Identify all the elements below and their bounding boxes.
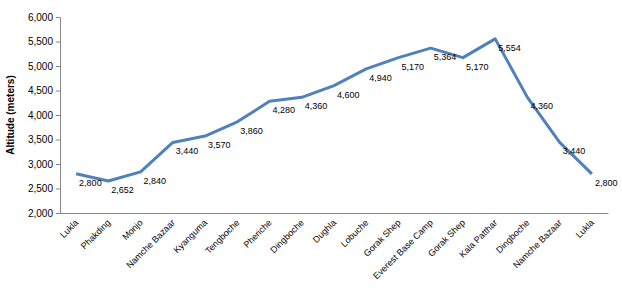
marks [76,39,592,181]
data-label: 3,860 [240,126,263,136]
data-label: 2,840 [144,176,167,186]
data-label: 4,600 [337,90,360,100]
x-tick-label: Dingboche [268,218,305,255]
y-tick-label: 4,000 [28,110,53,121]
x-tick-label: Monjo [120,218,144,242]
y-tick: 2,000 [28,208,60,219]
x-tick-label: Tengboche [203,218,241,256]
data-label: 4,360 [530,101,553,111]
x-tick: Phakding [79,218,113,252]
y-tick-label: 2,500 [28,183,53,194]
data-label: 5,170 [401,62,424,72]
x-tick: Namche Bazaar [511,218,564,271]
y-tick-label: 4,500 [28,85,53,96]
data-label: 2,800 [595,178,618,188]
data-label: 5,170 [466,62,489,72]
x-tick-label: Phakding [79,218,113,252]
y-tick-label: 2,000 [28,208,53,219]
x-tick-label: Everest Base Camp [371,218,435,282]
x-tick: Pheriche [241,218,273,250]
x-tick-label: Lobuche [339,218,370,249]
y-tick: 6,000 [28,12,60,23]
data-label: 2,800 [79,178,102,188]
x-tick: Everest Base Camp [371,218,435,282]
y-tick-label: 3,500 [28,134,53,145]
y-tick-label: 6,000 [28,12,53,23]
x-tick: Lukla [58,218,80,240]
x-axis-line [61,213,609,214]
line [76,39,592,181]
y-tick-mark [56,164,60,165]
y-tick: 4,000 [28,110,60,121]
y-tick-mark [56,189,60,190]
y-tick-label: 5,500 [28,36,53,47]
data-label: 4,360 [305,101,328,111]
y-tick-mark [56,17,60,18]
x-axis: LuklaPhakdingMonjoNamche BazaarKyangumaT… [58,214,609,282]
data-label: 4,280 [273,105,296,115]
y-tick-mark [56,140,60,141]
x-tick: Lukla [574,218,596,240]
x-tick-label: Dughla [311,218,338,245]
x-tick: Monjo [120,218,144,242]
data-label: 5,554 [498,43,521,53]
y-axis-line [56,18,61,214]
x-tick: Dingboche [268,218,305,255]
y-tick: 5,500 [28,36,60,47]
x-tick-label: Namche Bazaar [511,218,564,271]
y-tick: 2,500 [28,183,60,194]
y-tick: 4,500 [28,85,60,96]
y-axis: 2,000 2,500 3,000 3,500 4,000 4,500 5,000 5,500… [28,12,61,219]
data-label: 3,440 [176,146,199,156]
chart: 2,000 2,500 3,000 3,500 4,000 4,500 5,000 5,500… [0,0,622,292]
x-tick-label: Kala Patthar [457,218,499,260]
y-tick: 3,000 [28,159,60,170]
plot: 2,000 2,500 3,000 3,500 4,000 4,500 5,000 5,500… [28,12,617,282]
y-tick-mark [56,115,60,116]
y-tick: 3,500 [28,134,60,145]
y-tick: 5,000 [28,61,60,72]
x-tick-label: Pheriche [241,218,273,250]
data-label: 3,570 [208,140,231,150]
y-tick-mark [56,66,60,67]
y-axis-title: Altitude (meters) [5,75,16,154]
y-tick-mark [56,42,60,43]
x-tick: Dughla [311,218,338,245]
data-labels: 2,800 2,652 2,840 3,440 3,570 3,860 4,280 4,360… [79,43,617,195]
x-tick-label: Lukla [58,218,80,240]
x-tick-label: Lukla [574,218,596,240]
y-tick-mark [56,91,60,92]
y-tick-label: 5,000 [28,61,53,72]
x-tick-label: Namche Bazaar [124,218,177,271]
data-label: 5,364 [434,52,457,62]
data-label: 3,440 [563,146,586,156]
x-tick: Lobuche [339,218,370,249]
data-label: 4,940 [369,73,392,83]
y-tick-mark [56,213,60,214]
x-tick: Kala Patthar [457,218,499,260]
x-tick: Tengboche [203,218,241,256]
x-tick: Namche Bazaar [124,218,177,271]
data-label: 2,652 [111,185,134,195]
y-tick-label: 3,000 [28,159,53,170]
